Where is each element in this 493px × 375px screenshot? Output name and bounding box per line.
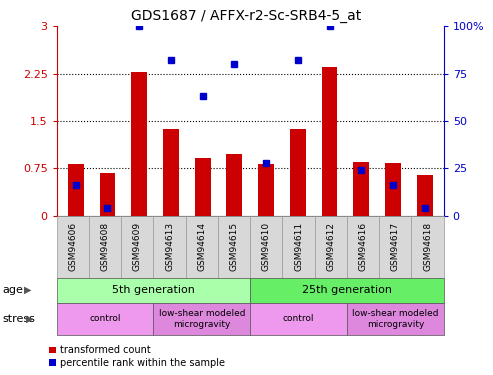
Bar	[290, 129, 306, 216]
Text: GSM94617: GSM94617	[391, 222, 400, 271]
Text: control: control	[89, 314, 121, 323]
Bar	[321, 67, 337, 216]
Text: GSM94613: GSM94613	[165, 222, 174, 271]
Bar	[131, 72, 147, 216]
Bar	[417, 175, 432, 216]
Text: 5th generation: 5th generation	[112, 285, 195, 295]
Text: GSM94612: GSM94612	[326, 222, 335, 271]
Text: GSM94608: GSM94608	[101, 222, 109, 271]
Text: stress: stress	[2, 314, 35, 324]
Bar	[68, 164, 84, 216]
Text: GSM94616: GSM94616	[358, 222, 368, 271]
Text: 25th generation: 25th generation	[302, 285, 392, 295]
Text: GSM94610: GSM94610	[262, 222, 271, 271]
Bar	[385, 163, 401, 216]
Text: age: age	[2, 285, 23, 295]
Bar	[100, 173, 115, 216]
Bar	[353, 162, 369, 216]
Text: GSM94609: GSM94609	[133, 222, 142, 271]
Bar	[258, 164, 274, 216]
Bar	[226, 154, 242, 216]
Text: ▶: ▶	[24, 285, 31, 295]
Text: GSM94618: GSM94618	[423, 222, 432, 271]
Legend: transformed count, percentile rank within the sample: transformed count, percentile rank withi…	[49, 345, 225, 368]
Text: GDS1687 / AFFX-r2-Sc-SRB4-5_at: GDS1687 / AFFX-r2-Sc-SRB4-5_at	[131, 9, 362, 23]
Text: low-shear modeled
microgravity: low-shear modeled microgravity	[352, 309, 439, 328]
Text: control: control	[283, 314, 315, 323]
Text: GSM94611: GSM94611	[294, 222, 303, 271]
Text: GSM94615: GSM94615	[230, 222, 239, 271]
Text: low-shear modeled
microgravity: low-shear modeled microgravity	[159, 309, 245, 328]
Bar	[195, 158, 211, 216]
Text: GSM94614: GSM94614	[197, 222, 207, 271]
Text: GSM94606: GSM94606	[69, 222, 77, 271]
Bar	[163, 129, 179, 216]
Text: ▶: ▶	[26, 314, 33, 324]
